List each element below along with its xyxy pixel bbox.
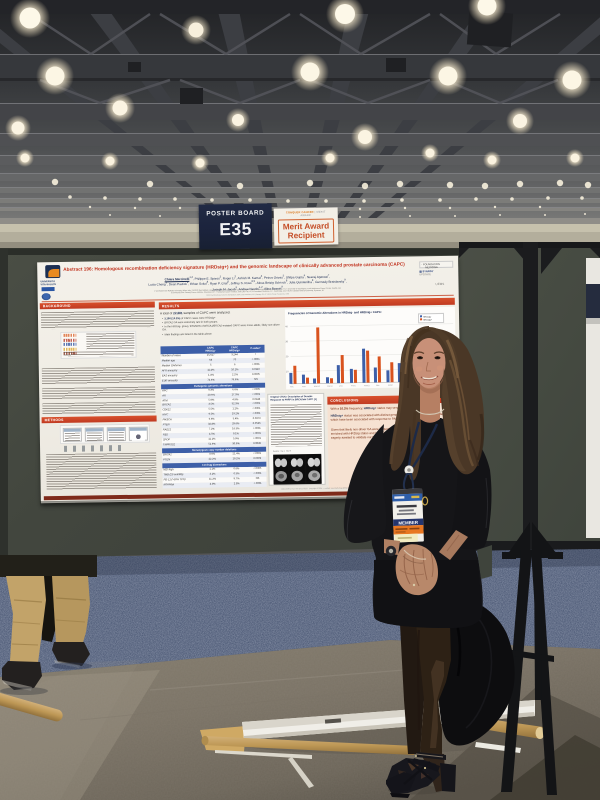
svg-text:20: 20 [286,355,289,358]
svg-text:30: 30 [285,340,288,343]
svg-text:PTEN: PTEN [351,385,356,387]
svg-text:MYC: MYC [339,386,344,388]
svg-text:APC: APC [290,385,294,388]
svg-text:RB1: RB1 [376,385,379,387]
svg-text:BRCA2: BRCA2 [314,385,320,388]
svg-text:CDK12: CDK12 [327,386,333,388]
svg-text:SPOP: SPOP [388,385,394,387]
svg-text:MEMBER: MEMBER [398,520,419,526]
svg-text:40: 40 [285,325,288,328]
svg-text:RAD21: RAD21 [364,384,370,387]
svg-text:ATM: ATM [302,385,306,388]
svg-text:10: 10 [286,370,289,373]
